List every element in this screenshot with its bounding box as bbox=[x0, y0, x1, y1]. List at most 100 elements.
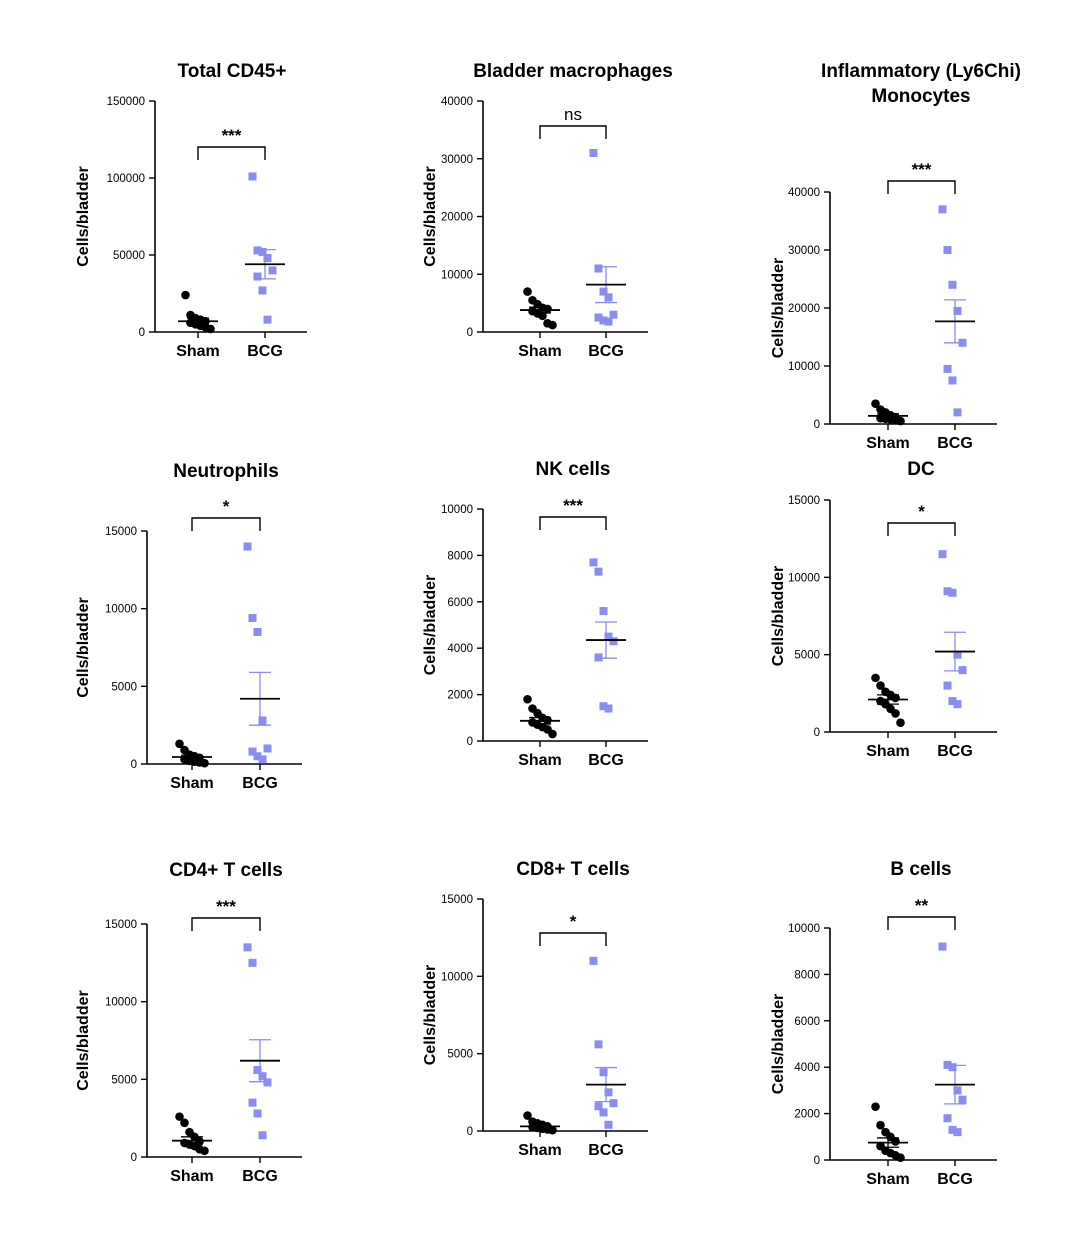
data-point-bcg bbox=[938, 205, 947, 214]
data-point-sham bbox=[538, 311, 547, 321]
significance-label: *** bbox=[563, 496, 583, 515]
y-axis-label: Cells/bladder bbox=[422, 575, 439, 675]
x-tick-label: Sham bbox=[866, 743, 910, 760]
x-tick-label: BCG bbox=[242, 1168, 278, 1185]
y-tick-label: 10000 bbox=[441, 504, 473, 516]
data-point-bcg bbox=[594, 264, 603, 273]
y-tick-label: 0 bbox=[139, 327, 145, 339]
y-axis-label: Cells/bladder bbox=[770, 994, 787, 1094]
y-tick-label: 2000 bbox=[447, 690, 473, 702]
chart-panel: CD8+ T cells Cells/bladder 0 5000 10000 15000… bbox=[422, 859, 648, 1159]
x-tick-label: Sham bbox=[170, 1168, 214, 1185]
data-point-sham bbox=[548, 320, 557, 330]
y-tick-label: 0 bbox=[467, 327, 473, 339]
data-point-bcg bbox=[594, 653, 603, 662]
data-point-bcg bbox=[604, 632, 613, 641]
y-tick-label: 10000 bbox=[788, 361, 820, 373]
x-tick-label: BCG bbox=[242, 775, 278, 792]
x-tick-label: BCG bbox=[588, 343, 624, 360]
data-point-bcg bbox=[609, 1099, 618, 1108]
y-tick-label: 5000 bbox=[111, 1074, 137, 1086]
y-tick-label: 50000 bbox=[113, 250, 145, 262]
y-tick-label: 0 bbox=[814, 727, 820, 739]
data-point-sham bbox=[896, 416, 905, 426]
data-point-bcg bbox=[938, 550, 947, 559]
data-point-bcg bbox=[594, 313, 603, 322]
y-tick-label: 30000 bbox=[788, 245, 820, 257]
significance-bracket bbox=[539, 125, 607, 139]
data-point-bcg bbox=[948, 1063, 957, 1072]
y-tick-label: 4000 bbox=[447, 643, 473, 655]
data-point-bcg bbox=[948, 1125, 957, 1134]
data-point-bcg bbox=[943, 364, 952, 373]
significance-bracket bbox=[539, 932, 607, 946]
y-tick-label: 10000 bbox=[441, 971, 473, 983]
data-point-sham bbox=[175, 739, 184, 749]
chart-title: Bladder macrophages bbox=[473, 61, 673, 82]
y-tick-label: 10000 bbox=[441, 269, 473, 281]
y-tick-label: 5000 bbox=[447, 1049, 473, 1061]
significance-bracket bbox=[539, 516, 607, 530]
data-point-sham bbox=[180, 1118, 189, 1128]
chart-panel: Total CD45+ Cells/bladder 0 50000 100000 1500… bbox=[75, 61, 307, 360]
y-tick-label: 0 bbox=[467, 1126, 473, 1138]
y-tick-label: 40000 bbox=[441, 96, 473, 108]
data-point-sham bbox=[175, 1112, 184, 1121]
data-point-bcg bbox=[263, 744, 272, 753]
data-point-bcg bbox=[943, 681, 952, 690]
data-point-bcg bbox=[958, 666, 967, 675]
x-tick-label: BCG bbox=[937, 743, 973, 760]
data-point-sham bbox=[200, 1146, 209, 1156]
data-point-bcg bbox=[604, 1088, 613, 1097]
chart-title: B cells bbox=[890, 859, 951, 880]
y-tick-label: 6000 bbox=[447, 597, 473, 609]
significance-label: ns bbox=[564, 105, 582, 124]
data-point-bcg bbox=[268, 266, 277, 275]
data-point-bcg bbox=[253, 627, 262, 636]
data-point-bcg bbox=[599, 316, 608, 325]
data-point-bcg bbox=[599, 702, 608, 711]
x-tick-label: Sham bbox=[866, 435, 910, 452]
data-point-bcg bbox=[253, 272, 262, 281]
data-point-bcg bbox=[263, 315, 272, 324]
data-point-bcg bbox=[248, 613, 257, 622]
significance-bracket bbox=[197, 146, 266, 160]
significance-bracket bbox=[887, 180, 956, 194]
y-tick-label: 2000 bbox=[794, 1109, 820, 1121]
data-point-bcg bbox=[604, 293, 613, 302]
chart-title: Monocytes bbox=[871, 86, 970, 107]
y-tick-label: 5000 bbox=[794, 650, 820, 662]
data-point-sham bbox=[876, 1120, 885, 1130]
significance-bracket bbox=[191, 917, 261, 931]
data-point-sham bbox=[206, 324, 215, 334]
data-point-bcg bbox=[953, 1128, 962, 1137]
y-tick-label: 10000 bbox=[788, 572, 820, 584]
data-point-sham bbox=[523, 287, 532, 296]
data-point-bcg bbox=[953, 306, 962, 315]
significance-label: *** bbox=[222, 126, 242, 145]
y-tick-label: 0 bbox=[467, 736, 473, 748]
chart-title: CD4+ T cells bbox=[169, 860, 283, 881]
data-point-bcg bbox=[589, 956, 598, 965]
x-tick-label: Sham bbox=[176, 343, 220, 360]
y-tick-label: 20000 bbox=[441, 212, 473, 224]
data-point-sham bbox=[871, 399, 880, 409]
data-point-bcg bbox=[604, 704, 613, 713]
significance-label: ** bbox=[915, 896, 929, 915]
y-axis-label: Cells/bladder bbox=[75, 990, 92, 1090]
y-tick-label: 15000 bbox=[788, 495, 820, 507]
data-point-bcg bbox=[253, 1109, 262, 1118]
data-point-bcg bbox=[248, 172, 257, 181]
significance-label: * bbox=[223, 497, 230, 516]
y-tick-label: 15000 bbox=[105, 526, 137, 538]
y-axis-label: Cells/bladder bbox=[770, 258, 787, 358]
data-point-bcg bbox=[594, 567, 603, 576]
data-point-bcg bbox=[594, 1102, 603, 1111]
chart-panel: B cells Cells/bladder 0 2000 4000 6000 8000 100… bbox=[770, 859, 997, 1188]
data-point-sham bbox=[876, 681, 885, 690]
data-point-bcg bbox=[243, 943, 252, 952]
data-point-bcg bbox=[263, 254, 272, 263]
data-point-sham bbox=[896, 1153, 905, 1162]
data-point-bcg bbox=[943, 587, 952, 596]
